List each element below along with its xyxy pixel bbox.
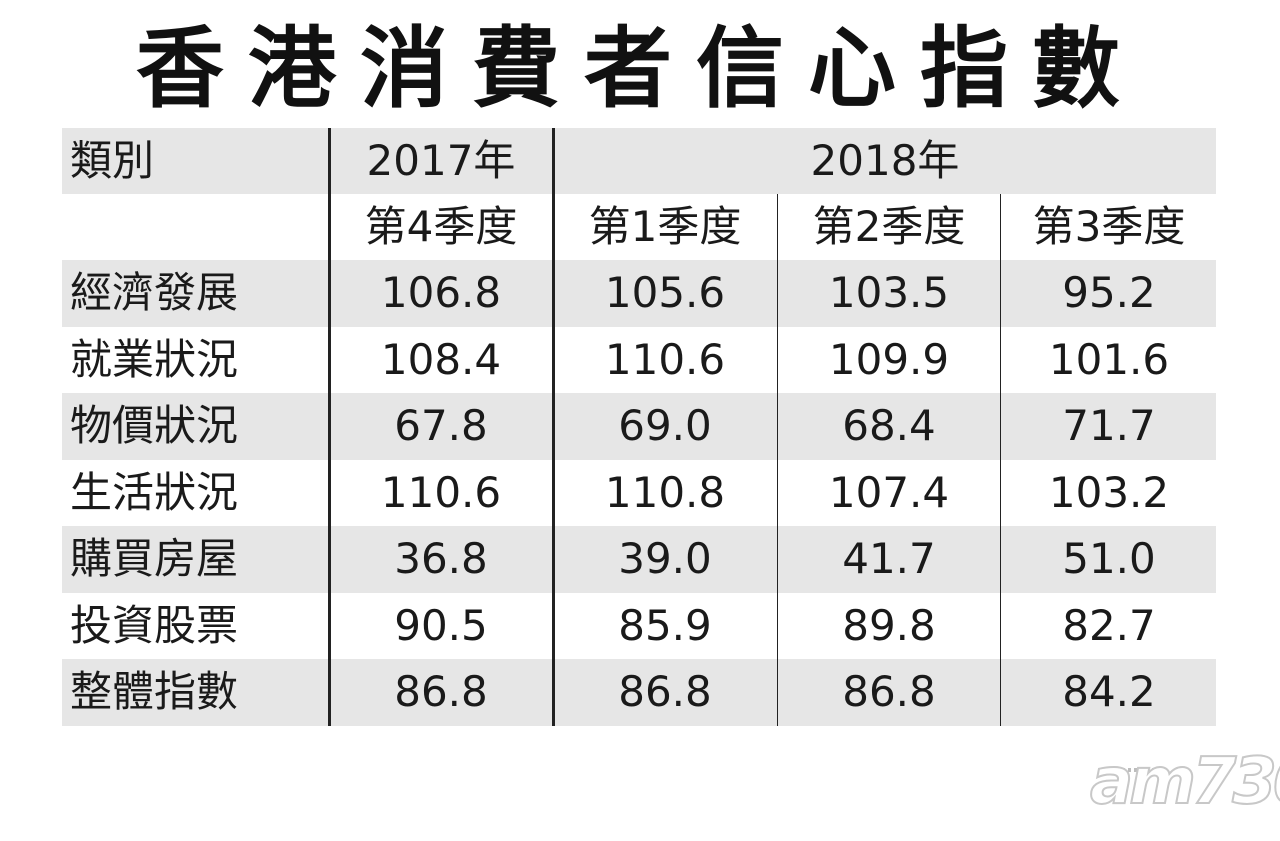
table-row: 經濟發展 106.8 105.6 103.5 95.2 bbox=[62, 260, 1216, 327]
row-category: 投資股票 bbox=[70, 600, 239, 650]
value-cell: 110.6 bbox=[380, 467, 502, 517]
value-cell: 110.8 bbox=[604, 467, 726, 517]
header-quarter: 第1季度 bbox=[588, 202, 742, 251]
row-category: 整體指數 bbox=[70, 667, 239, 717]
row-category: 就業狀況 bbox=[70, 334, 239, 384]
value-cell: 86.8 bbox=[842, 667, 936, 717]
consumer-confidence-table: 類別 2017年 2018年 第4季度 第1季度 第2季度 第3季度 經濟發展 1… bbox=[62, 128, 1216, 726]
value-cell: 110.6 bbox=[604, 334, 726, 384]
value-cell: 84.2 bbox=[1062, 667, 1156, 717]
table-row: 生活狀況 110.6 110.8 107.4 103.2 bbox=[62, 460, 1216, 527]
table-row: 整體指數 86.8 86.8 86.8 84.2 bbox=[62, 659, 1216, 726]
row-category: 經濟發展 bbox=[70, 268, 239, 318]
header-year-2017: 2017年 bbox=[366, 136, 516, 185]
value-cell: 82.7 bbox=[1062, 600, 1156, 650]
value-cell: 89.8 bbox=[842, 600, 936, 650]
value-cell: 86.8 bbox=[618, 667, 712, 717]
value-cell: 51.0 bbox=[1062, 534, 1156, 584]
value-cell: 95.2 bbox=[1062, 268, 1156, 318]
header-year-2018: 2018年 bbox=[810, 136, 960, 185]
value-cell: 103.2 bbox=[1048, 467, 1170, 517]
value-cell: 101.6 bbox=[1048, 334, 1170, 384]
value-cell: 36.8 bbox=[394, 534, 488, 584]
value-cell: 85.9 bbox=[618, 600, 712, 650]
row-category: 購買房屋 bbox=[70, 534, 239, 584]
value-cell: 41.7 bbox=[842, 534, 936, 584]
value-cell: 103.5 bbox=[828, 268, 950, 318]
value-cell: 68.4 bbox=[842, 401, 936, 451]
table-row: 就業狀況 108.4 110.6 109.9 101.6 bbox=[62, 327, 1216, 394]
table-row: 投資股票 90.5 85.9 89.8 82.7 bbox=[62, 593, 1216, 660]
table-row: 購買房屋 36.8 39.0 41.7 51.0 bbox=[62, 526, 1216, 593]
row-category: 生活狀況 bbox=[70, 467, 239, 517]
watermark-logo: am730 bbox=[1089, 745, 1280, 819]
value-cell: 109.9 bbox=[828, 334, 950, 384]
value-cell: 39.0 bbox=[618, 534, 712, 584]
table-subheader-row: 第4季度 第1季度 第2季度 第3季度 bbox=[62, 194, 1216, 260]
watermark-decoration bbox=[1098, 768, 1168, 772]
value-cell: 86.8 bbox=[394, 667, 488, 717]
value-cell: 106.8 bbox=[380, 268, 502, 318]
header-quarter: 第3季度 bbox=[1032, 202, 1186, 251]
header-category: 類別 bbox=[70, 136, 155, 185]
value-cell: 67.8 bbox=[394, 401, 488, 451]
value-cell: 69.0 bbox=[618, 401, 712, 451]
header-quarter: 第4季度 bbox=[364, 202, 518, 251]
value-cell: 71.7 bbox=[1062, 401, 1156, 451]
table-header-row: 類別 2017年 2018年 bbox=[62, 128, 1216, 194]
header-quarter: 第2季度 bbox=[812, 202, 966, 251]
column-divider bbox=[552, 128, 555, 726]
row-category: 物價狀況 bbox=[70, 401, 239, 451]
value-cell: 108.4 bbox=[380, 334, 502, 384]
column-divider bbox=[1000, 194, 1001, 726]
value-cell: 107.4 bbox=[828, 467, 950, 517]
value-cell: 90.5 bbox=[394, 600, 488, 650]
table-row: 物價狀況 67.8 69.0 68.4 71.7 bbox=[62, 393, 1216, 460]
value-cell: 105.6 bbox=[604, 268, 726, 318]
column-divider bbox=[777, 194, 778, 726]
page-title: 香港消費者信心指數 bbox=[135, 17, 1144, 120]
column-divider bbox=[328, 128, 331, 726]
